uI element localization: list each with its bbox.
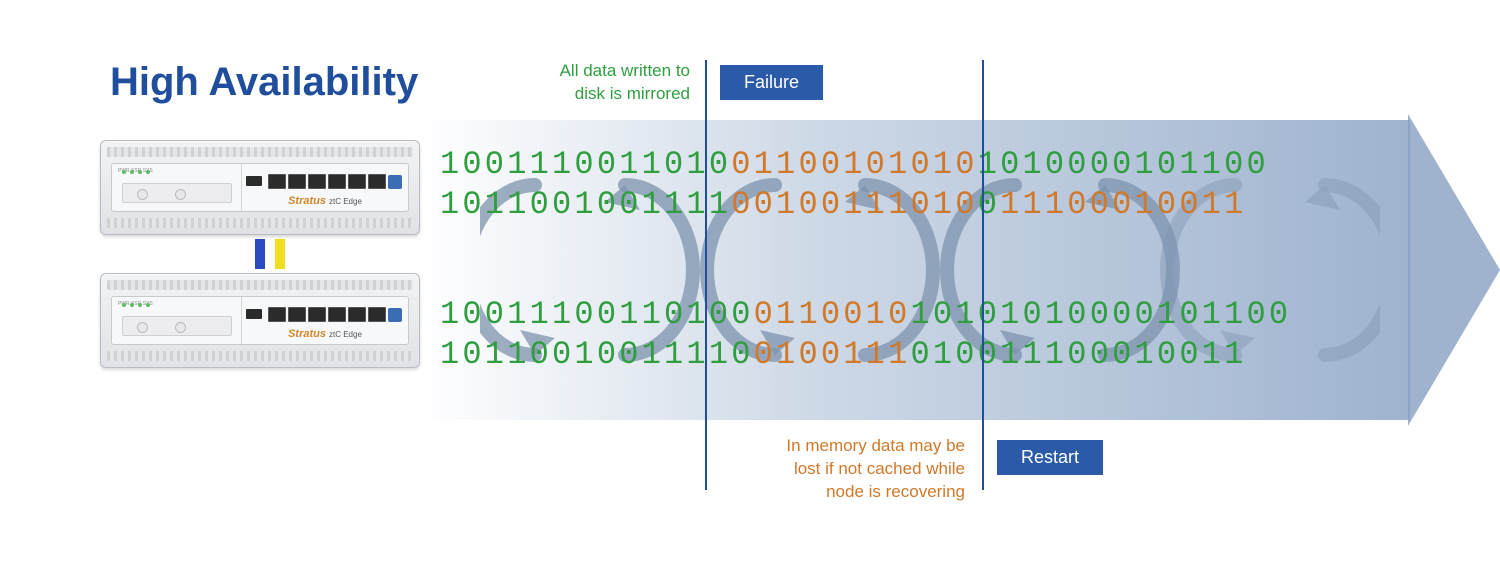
device-right-panel: Stratus ztC Edge xyxy=(242,297,408,344)
note-mirrored: All data written todisk is mirrored xyxy=(525,60,690,106)
hdmi-port-icon xyxy=(246,309,262,319)
device-face: PWR SSD SYS Stratus ztC Edge xyxy=(111,296,409,345)
brand-model: ztC Edge xyxy=(329,197,362,206)
usb-port-icon xyxy=(388,308,402,322)
binary-stream-bottom: 10011100110100011001010101010000101100 1… xyxy=(440,295,1400,375)
interconnect-cables xyxy=(100,239,440,269)
restart-event-label: Restart xyxy=(997,440,1103,475)
expansion-slot xyxy=(122,316,232,336)
device-top: PWR SSD SYS Stratus ztC Edge xyxy=(100,140,420,235)
device-pair: PWR SSD SYS Stratus ztC Edge xyxy=(100,140,440,368)
page-title: High Availability xyxy=(110,60,418,105)
binary-row: 101100100111100100111010011100010011 xyxy=(440,185,1400,225)
device-left-panel: PWR SSD SYS xyxy=(112,164,242,211)
device-face: PWR SSD SYS Stratus ztC Edge xyxy=(111,163,409,212)
arrow-head-icon xyxy=(1408,114,1500,426)
binary-row: 101100100111100100111010011100010011 xyxy=(440,335,1400,375)
hdmi-port-icon xyxy=(246,176,262,186)
brand-logo: Stratus xyxy=(288,195,326,207)
usb-port-icon xyxy=(388,175,402,189)
cable-blue-icon xyxy=(255,239,265,269)
led-row xyxy=(122,303,150,307)
device-brand: Stratus ztC Edge xyxy=(288,195,362,207)
binary-row: 1001110011010011001010101010000101100 xyxy=(440,145,1400,185)
device-bottom: PWR SSD SYS Stratus ztC Edge xyxy=(100,273,420,368)
note-memory-loss: In memory data may belost if not cached … xyxy=(705,435,965,504)
device-left-panel: PWR SSD SYS xyxy=(112,297,242,344)
restart-event-line xyxy=(982,60,984,490)
binary-row: 10011100110100011001010101010000101100 xyxy=(440,295,1400,335)
failure-event-line xyxy=(705,60,707,490)
device-right-panel: Stratus ztC Edge xyxy=(242,164,408,211)
led-row xyxy=(122,170,150,174)
ethernet-ports xyxy=(268,174,386,189)
device-brand: Stratus ztC Edge xyxy=(288,328,362,340)
binary-stream-top: 1001110011010011001010101010000101100 10… xyxy=(440,145,1400,225)
timeline-arrow: 1001110011010011001010101010000101100 10… xyxy=(420,120,1500,420)
failure-event-label: Failure xyxy=(720,65,823,100)
expansion-slot xyxy=(122,183,232,203)
brand-model: ztC Edge xyxy=(329,330,362,339)
ethernet-ports xyxy=(268,307,386,322)
cable-yellow-icon xyxy=(275,239,285,269)
brand-logo: Stratus xyxy=(288,328,326,340)
